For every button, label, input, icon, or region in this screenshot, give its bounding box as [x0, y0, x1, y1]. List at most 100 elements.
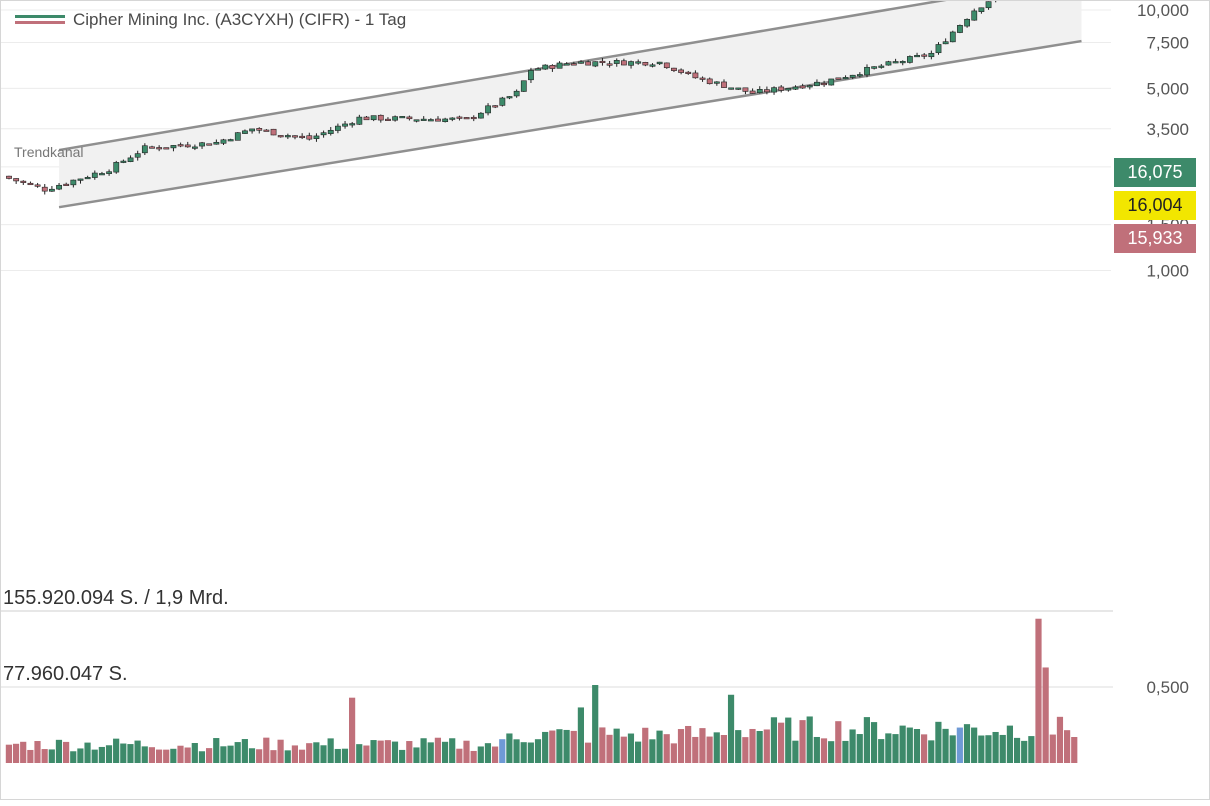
volume-bar: [799, 720, 806, 763]
candle-body: [713, 81, 720, 84]
volume-bar: [34, 741, 41, 763]
volume-bar: [127, 744, 134, 763]
candle-body: [106, 171, 112, 174]
volume-bar: [449, 738, 456, 763]
candle-body: [77, 178, 84, 181]
candle-body: [771, 87, 777, 93]
candle-body: [835, 77, 842, 80]
candle-body: [570, 63, 577, 66]
candle-body: [442, 118, 449, 123]
volume-bar: [1049, 734, 1056, 763]
legend-swatch-down: [15, 21, 65, 24]
candle-body: [964, 18, 970, 27]
volume-bar: [213, 738, 220, 763]
volume-bar: [105, 745, 113, 763]
volume-bar: [327, 738, 334, 763]
volume-bar: [842, 740, 849, 763]
volume-bar: [320, 745, 327, 763]
candle-body: [70, 179, 77, 186]
volume-bar: [685, 725, 692, 763]
volume-bar: [892, 734, 899, 763]
candle-body: [763, 89, 770, 93]
volume-bar: [899, 725, 906, 763]
volume-bar: [155, 749, 163, 763]
volume-bar: [613, 728, 620, 763]
volume-bar: [41, 749, 48, 763]
volume-bar: [113, 738, 120, 763]
candle-body: [785, 88, 792, 91]
candle-body: [528, 70, 534, 81]
volume-bar: [835, 721, 842, 763]
volume-bar: [420, 738, 427, 763]
chart-title: Cipher Mining Inc. (A3CYXH) (CIFR) - 1 T…: [73, 10, 407, 29]
y-tick-label: 1,000: [1146, 262, 1189, 281]
volume-bar: [863, 717, 870, 763]
candle-body: [685, 71, 692, 74]
candle-body: [957, 25, 963, 33]
candle-body: [184, 144, 191, 148]
candle-body: [942, 41, 949, 45]
candle-body: [435, 118, 441, 122]
volume-bar: [742, 737, 749, 763]
volume-bar: [663, 734, 670, 763]
trend-channel-upper: [58, 1, 947, 152]
volume-bar: [5, 744, 12, 763]
volume-bar: [885, 733, 892, 763]
legend-swatch: [15, 15, 65, 25]
candle-body: [320, 132, 327, 136]
candle-body: [113, 162, 120, 173]
candle-body: [756, 89, 763, 94]
volume-bar: [256, 749, 263, 763]
volume-bar: [527, 742, 534, 763]
candle-body: [363, 116, 370, 121]
volume-bar: [191, 743, 198, 763]
volume-bar: [921, 734, 928, 763]
candle-body: [828, 78, 835, 86]
candle-body: [256, 128, 263, 131]
candle-body: [885, 61, 892, 66]
candle-body: [99, 173, 105, 176]
volume-bar: [620, 736, 627, 763]
volume-bar: [828, 741, 835, 763]
volume-tick-label: 0,500: [1146, 678, 1189, 697]
volume-bar: [377, 740, 384, 763]
candle-body: [120, 160, 127, 163]
volume-bar: [999, 734, 1006, 763]
candle-body: [778, 86, 785, 91]
candle-body: [971, 10, 978, 21]
candle-body: [84, 177, 91, 180]
candle-body: [456, 116, 463, 119]
candle-body: [628, 61, 634, 66]
candle-body: [327, 129, 334, 134]
candle-body: [706, 78, 713, 85]
candle-body: [149, 146, 155, 149]
candle-body: [728, 87, 735, 90]
volume-bar: [63, 741, 70, 763]
volume-bar: [349, 697, 356, 763]
volume-bar: [298, 749, 306, 763]
volume-bar: [756, 731, 763, 763]
volume-bar: [220, 746, 227, 763]
volume-bar: [441, 741, 449, 763]
volume-bar: [20, 741, 27, 763]
volume-bar: [642, 727, 649, 763]
candle-body: [542, 64, 549, 70]
candle-body: [127, 157, 134, 162]
volume-bar: [820, 738, 828, 763]
candle-body: [284, 135, 291, 138]
candle-body: [856, 74, 863, 77]
candle-body: [949, 31, 956, 43]
volume-mid-label: 77.960.047 S.: [3, 663, 128, 685]
volume-bar: [427, 742, 434, 763]
volume-bar: [549, 730, 556, 763]
volume-bar: [1035, 618, 1042, 763]
volume-bar: [363, 745, 370, 763]
volume-bar: [284, 750, 291, 763]
volume-max-label: 155.920.094 S. / 1,9 Mrd.: [3, 587, 229, 609]
volume-bar: [27, 749, 34, 763]
candle-body: [928, 52, 935, 58]
volume-bar: [1028, 736, 1035, 763]
volume-bar: [506, 733, 513, 763]
candle-body: [141, 145, 148, 154]
